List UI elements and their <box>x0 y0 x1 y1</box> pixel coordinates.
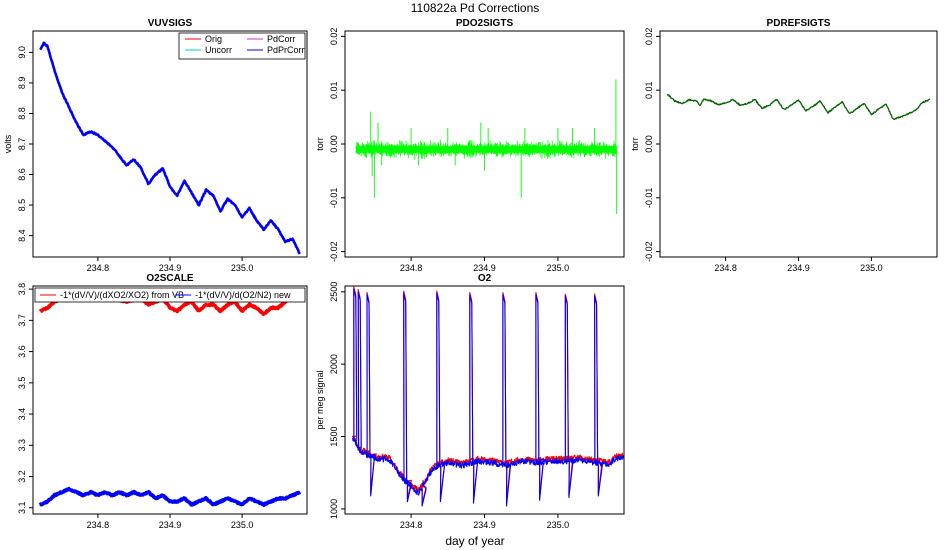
y-tick-label: 9.0 <box>17 46 27 59</box>
y-tick-label: 8.9 <box>17 77 27 90</box>
panel-pdo2sigts: PDO2SIGTS 234.8 234.9 235.0 -0.02 -0.01 0.00 0.… <box>315 18 625 273</box>
x-tick-label: 235.0 <box>231 520 254 530</box>
plot-area-pdo2sigts <box>355 79 618 214</box>
legend-box <box>178 32 306 60</box>
plot-area-o2 <box>351 286 624 507</box>
panel-title-pdrefsigts: PDREFSIGTS <box>767 18 831 29</box>
legend-label: -1*(dV/V)/d(O2/N2) new <box>195 290 291 300</box>
plot-frame-pdrefsigts <box>659 30 938 258</box>
series-line-vuvsigs-0 <box>39 41 301 255</box>
y-tick-label: 3.8 <box>17 283 27 296</box>
y-tick-label: -0.02 <box>329 241 339 262</box>
legend-label: Uncorr <box>205 45 232 55</box>
x-tick-label: 234.9 <box>787 263 810 273</box>
y-axis-label-pdo2sigts: torr <box>315 137 325 151</box>
y-tick-label: 0.00 <box>644 135 654 153</box>
y-tick-label: 0.02 <box>329 28 339 46</box>
plot-frame-o2scale <box>32 285 308 515</box>
y-tick-label: 8.6 <box>17 168 27 181</box>
y-tick-label: 3.1 <box>17 501 27 514</box>
y-tick-label: 0.01 <box>644 81 654 99</box>
series-line-o2-orig <box>351 286 624 505</box>
series-line-o2scale-1 <box>38 486 302 507</box>
panel-o2scale: O2SCALE 234.8 234.9 235.0 3.1 3.2 3.3 3.4 3.5 3.6… <box>17 273 308 530</box>
y-tick-label: 1000 <box>329 499 339 519</box>
panel-title-pdo2sigts: PDO2SIGTS <box>456 18 514 29</box>
y-tick-label: 3.7 <box>17 314 27 327</box>
y-tick-label: 0.02 <box>644 28 654 46</box>
panel-title-vuvsigs: VUVSIGS <box>148 18 193 29</box>
y-tick-label: 3.4 <box>17 408 27 421</box>
x-tick-label: 234.8 <box>400 520 423 530</box>
plot-frame-pdo2sigts <box>344 30 625 258</box>
x-tick-label: 234.9 <box>473 520 496 530</box>
x-tick-label: 235.0 <box>547 520 570 530</box>
y-axis-label-o2: per meg signal <box>315 370 325 429</box>
plot-area-vuvsigs <box>39 41 301 255</box>
y-axis-label-vuvsigs: volts <box>3 134 13 153</box>
series-line-pdo2sigts <box>355 139 618 160</box>
y-tick-label: 3.3 <box>17 439 27 452</box>
y-tick-label: 3.6 <box>17 345 27 358</box>
legend-label: -1*(dV/V)/(dXO2/XO2) from VB <box>60 290 184 300</box>
y-tick-label: -0.01 <box>644 188 654 209</box>
plot-area-o2scale <box>38 296 302 507</box>
y-tick-label: 8.8 <box>17 107 27 120</box>
panel-pdrefsigts: PDREFSIGTS 234.8 234.9 235.0 -0.02 -0.01 0.00 0… <box>630 18 938 273</box>
x-tick-label: 235.0 <box>860 263 883 273</box>
y-tick-label: 2000 <box>329 354 339 374</box>
x-tick-label: 234.8 <box>87 520 110 530</box>
series-line-pdrefsigts-0 <box>666 93 931 121</box>
legend-label: Orig <box>205 34 222 44</box>
y-tick-label: 3.2 <box>17 470 27 483</box>
plot-area-pdrefsigts <box>666 93 931 121</box>
y-tick-label: 1500 <box>329 427 339 447</box>
series-line-o2-corr <box>352 288 624 507</box>
x-tick-label: 235.0 <box>547 263 570 273</box>
x-tick-label: 234.9 <box>473 263 496 273</box>
x-tick-label: 234.8 <box>87 263 110 273</box>
plot-frame-o2 <box>344 285 625 515</box>
plot-frame-vuvsigs <box>32 30 308 258</box>
panel-title-o2: O2 <box>478 273 492 284</box>
y-tick-label: 3.5 <box>17 377 27 390</box>
x-tick-label: 234.8 <box>714 263 737 273</box>
x-tick-label: 235.0 <box>231 263 254 273</box>
y-tick-label: 0.01 <box>329 81 339 99</box>
y-tick-label: 8.7 <box>17 138 27 151</box>
x-tick-label: 234.9 <box>159 520 182 530</box>
panel-vuvsigs: VUVSIGS 234.8 234.9 235.0 8.4 8.5 8.6 8.7 8.8 8.9… <box>3 18 308 273</box>
y-tick-label: 8.5 <box>17 199 27 212</box>
legend-label: PdCorr <box>267 34 296 44</box>
y-tick-label: 2500 <box>329 282 339 302</box>
y-tick-label: -0.01 <box>329 188 339 209</box>
panel-o2: O2 234.8 234.9 235.0 1000 1500 2000 2500 per meg… <box>315 273 625 530</box>
legend-label: PdPrCorr <box>267 45 305 55</box>
legend-box <box>34 287 306 303</box>
y-tick-label: -0.02 <box>644 241 654 262</box>
y-axis-label-pdrefsigts: torr <box>630 137 640 151</box>
x-tick-label: 234.8 <box>400 263 423 273</box>
x-tick-label: 234.9 <box>159 263 182 273</box>
figure-title: 110822a Pd Corrections <box>411 1 540 15</box>
figure-xlabel: day of year <box>445 534 504 548</box>
y-tick-label: 8.4 <box>17 229 27 242</box>
y-tick-label: 0.00 <box>329 135 339 153</box>
panel-title-o2scale: O2SCALE <box>146 273 194 284</box>
